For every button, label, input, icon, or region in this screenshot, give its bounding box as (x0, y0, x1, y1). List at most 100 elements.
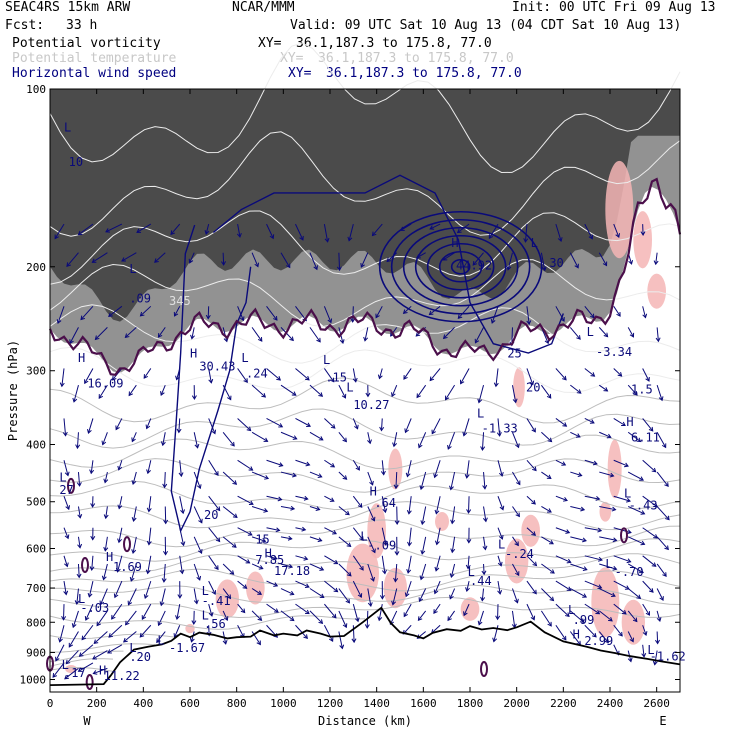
wind-vector (367, 432, 371, 444)
wind-vector-head (87, 592, 93, 598)
wind-vector (251, 252, 259, 267)
wind-vector-head (331, 613, 337, 619)
wind-vector (613, 459, 629, 467)
wind-vector (511, 610, 516, 628)
wind-vector (627, 588, 641, 599)
theta-contour (49, 458, 681, 493)
wind-vector (64, 667, 79, 680)
field-extremum-label: .99 (573, 613, 595, 627)
wind-vector-head (417, 616, 423, 622)
wind-vector (63, 581, 67, 595)
field-extremum-label: L (78, 592, 85, 606)
wind-vector (164, 472, 166, 488)
theta-contour (49, 304, 681, 364)
wind-vector-head (84, 616, 90, 621)
wind-vector-head (636, 437, 642, 443)
wind-vector-head (341, 393, 347, 399)
wind-vector (481, 432, 485, 451)
wind-vector-head (496, 432, 502, 437)
wind-vector (338, 252, 341, 271)
model-title: SEAC4RS 15km ARW (5, 0, 131, 15)
wind-vector (77, 563, 80, 578)
wind-vector (407, 555, 412, 574)
wind-vector-head (103, 478, 109, 484)
wind-vector-head (193, 599, 199, 605)
wind-vector-layer (52, 223, 670, 680)
wind-vector-head (78, 652, 84, 657)
jet-speed-contour (426, 242, 495, 291)
wind-vector (76, 432, 79, 449)
x-tick-label: 800 (227, 697, 247, 710)
pv-positive-shade (65, 665, 77, 674)
wind-vector-head (316, 337, 321, 343)
pv-positive-shade (633, 211, 653, 269)
wind-vector-head (339, 644, 345, 650)
wind-vector-head (264, 475, 270, 480)
wind-vector-head (248, 500, 254, 505)
wind-vector-head (377, 616, 383, 622)
wind-vector-head (328, 637, 334, 643)
wind-vector (280, 327, 294, 341)
field-extremum-label: .24 (246, 366, 268, 380)
wind-vector (540, 610, 552, 627)
wind-vector (642, 306, 646, 318)
wind-vector (237, 224, 241, 237)
wind-vector-head (642, 631, 648, 637)
wind-vector-head (263, 508, 269, 513)
wind-vector-head (488, 234, 494, 240)
wind-vector (405, 580, 412, 597)
wind-vector-head (329, 377, 335, 383)
wind-vector-head (226, 594, 232, 600)
wind-vector-head (180, 509, 185, 515)
wind-vector-head (526, 320, 532, 326)
wind-vector-head (162, 483, 168, 489)
wind-vector (512, 471, 521, 485)
wind-vector (131, 432, 137, 442)
wind-vector (251, 563, 263, 570)
wind-vector (491, 306, 499, 324)
wind-vector (280, 384, 297, 396)
wind-vector (569, 631, 581, 646)
wind-vector (251, 431, 268, 442)
field-extremum-label: .20 (129, 650, 151, 664)
wind-vector (541, 536, 554, 545)
wind-vector (642, 495, 658, 508)
wind-vector-head (615, 233, 621, 239)
wind-vector-head (645, 611, 651, 616)
wind-vector-head (99, 600, 105, 606)
wind-vector (599, 536, 617, 541)
wind-vector-head (434, 540, 440, 546)
wind-vector (179, 496, 184, 514)
wind-vector (526, 495, 536, 505)
wind-vector-head (160, 391, 165, 396)
field-extremum-label: -1.33 (482, 422, 518, 436)
wind-vector-head (371, 231, 377, 237)
wind-vector-head (336, 266, 342, 272)
wind-vector-head (351, 638, 357, 644)
wind-vector (251, 588, 262, 595)
wind-vector (158, 610, 166, 626)
wind-vector (599, 588, 616, 597)
wind-speed-contour (212, 174, 564, 354)
field-extremum-label: L (64, 120, 71, 134)
wind-vector (237, 625, 245, 638)
wind-vector-head (394, 520, 400, 525)
wind-vector (406, 460, 412, 477)
wind-vector-head (477, 620, 483, 626)
wind-vector-head (462, 431, 468, 437)
y-tick-label: 700 (26, 582, 46, 595)
wind-vector (222, 563, 234, 575)
wind-vector (526, 368, 534, 385)
wind-vector (497, 527, 503, 540)
wind-vector-head (612, 537, 618, 543)
wind-vector-head (393, 484, 399, 490)
y-tick-label: 600 (26, 542, 46, 555)
wind-vector-head (381, 569, 387, 575)
theta-contour-label: 345 (169, 294, 191, 308)
pv-positive-shade (607, 439, 622, 499)
wind-vector-head (163, 550, 169, 556)
wind-vector-head (382, 508, 388, 514)
wind-vector (324, 603, 337, 619)
wind-vector (613, 495, 631, 502)
wind-vector-head (359, 536, 364, 541)
